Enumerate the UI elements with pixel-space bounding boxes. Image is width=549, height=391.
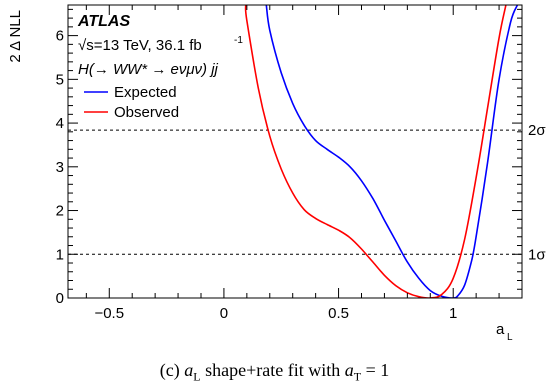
caption-var-sub: L [193, 369, 201, 384]
plot-frame [67, 4, 523, 299]
y-tick-label: 2 [56, 203, 64, 220]
x-tick-label: 0 [220, 305, 228, 322]
series-line-observed [244, 5, 507, 298]
y-tick-label: 4 [56, 115, 64, 132]
caption-middle: shape+rate fit with [200, 360, 345, 380]
caption-prefix: (c) [159, 360, 185, 380]
caption-var2-sub: T [353, 369, 362, 384]
figure-caption: (c) aL shape+rate fit with aT = 1 [0, 360, 549, 385]
reference-line-label: 1σ [528, 246, 546, 263]
y-tick-label: 3 [56, 159, 64, 176]
energy-exponent: -1 [234, 35, 243, 46]
energy-label: √s=13 TeV, 36.1 fb [78, 37, 202, 54]
legend-label-expected: Expected [114, 84, 177, 101]
y-tick-label: 6 [56, 28, 64, 45]
caption-var2: a [344, 360, 354, 380]
x-tick-label: 1 [449, 305, 457, 322]
x-axis-label-sub: L [507, 332, 513, 343]
x-tick-label: −0.5 [94, 305, 124, 322]
process-label: H(→ WW* → eνμν) jj [78, 61, 219, 78]
x-tick-label: 0.5 [328, 305, 349, 322]
series-line-expected [265, 5, 519, 298]
y-tick-label: 1 [56, 246, 64, 263]
caption-suffix: = 1 [361, 360, 390, 380]
reference-line-label: 2σ [528, 122, 546, 139]
x-axis-label: a [496, 321, 505, 338]
y-tick-label: 0 [56, 290, 64, 307]
y-tick-label: 5 [56, 71, 64, 88]
y-axis-label: 2 Δ NLL [7, 10, 24, 63]
caption-var: a [184, 360, 194, 380]
legend-label-observed: Observed [114, 104, 179, 121]
experiment-label: ATLAS [77, 13, 130, 30]
